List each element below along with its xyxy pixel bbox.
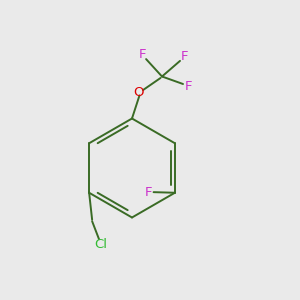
Text: F: F [145, 186, 152, 199]
Text: F: F [185, 80, 192, 93]
Text: F: F [181, 50, 189, 63]
Text: F: F [139, 47, 146, 61]
Text: Cl: Cl [94, 238, 107, 251]
Text: O: O [133, 86, 143, 99]
